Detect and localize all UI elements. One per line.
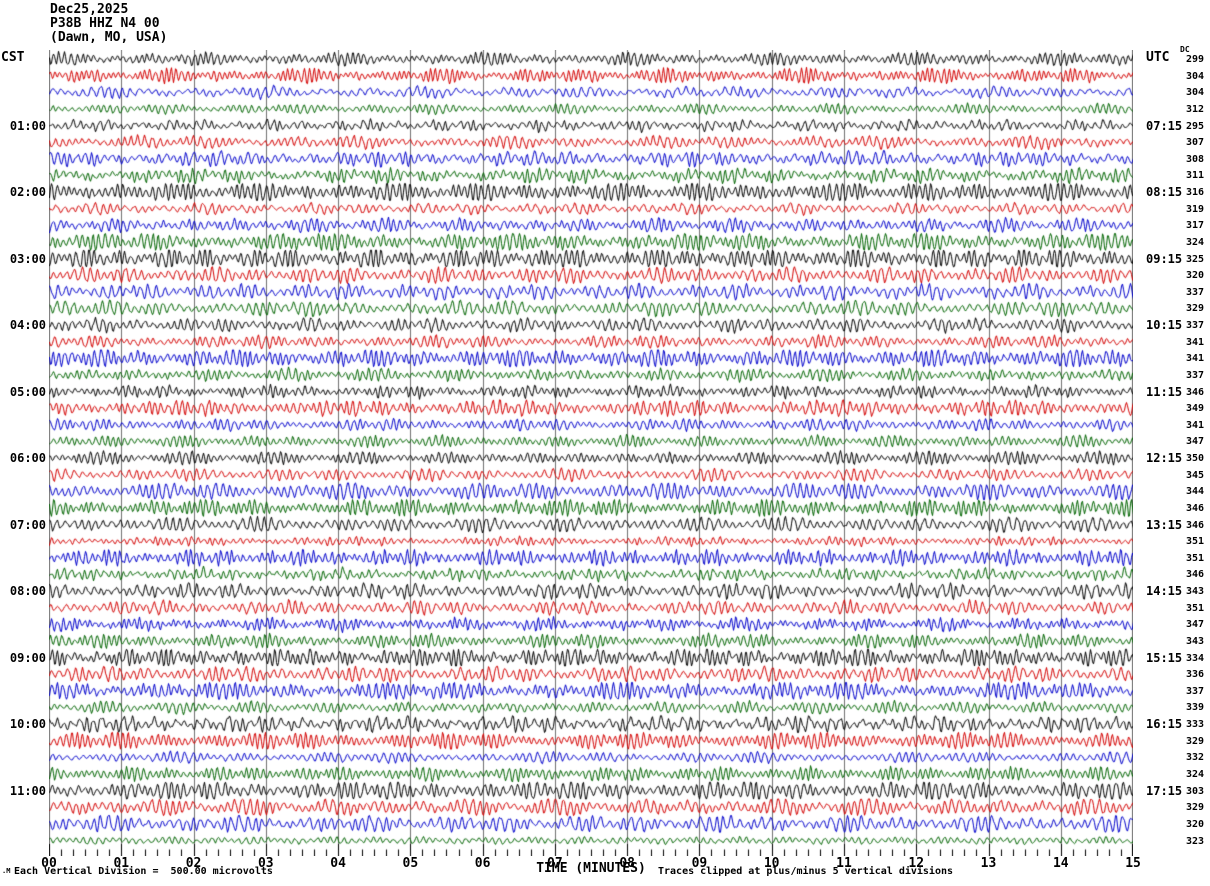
dc-value: 311 — [1186, 170, 1205, 182]
x-tick-label: 12 — [908, 856, 925, 871]
x-tick-label: 15 — [1125, 856, 1141, 871]
x-tick-label: 03 — [257, 856, 274, 871]
dc-value: 316 — [1186, 187, 1205, 199]
x-tick-label: 06 — [474, 856, 491, 871]
right-time-label: 07:15 — [1146, 118, 1183, 133]
dc-value: 307 — [1186, 137, 1205, 149]
dc-value: 329 — [1186, 802, 1205, 814]
right-time-label: 12:15 — [1146, 451, 1183, 466]
dc-value: 341 — [1186, 336, 1205, 348]
dc-value: 337 — [1186, 369, 1205, 381]
dc-value: 320 — [1186, 818, 1205, 830]
x-tick-label: 09 — [691, 856, 708, 871]
dc-value: 320 — [1186, 270, 1205, 282]
dc-value: 304 — [1186, 70, 1205, 82]
dc-value: 351 — [1186, 552, 1205, 564]
dc-value: 303 — [1186, 785, 1205, 797]
x-tick-label: 08 — [619, 856, 635, 871]
right-time-label: 10:15 — [1146, 318, 1183, 333]
dc-value: 325 — [1186, 253, 1205, 265]
right-time-label: 08:15 — [1146, 185, 1183, 200]
x-tick-label: 07 — [547, 856, 563, 871]
x-tick-label: 00 — [41, 856, 57, 871]
x-tick-label: 01 — [113, 856, 130, 871]
dc-value: 345 — [1186, 469, 1205, 481]
time-axis-title: TIME (MINUTES) — [536, 861, 646, 876]
dc-value: 341 — [1186, 419, 1205, 431]
x-tick-label: 04 — [330, 856, 346, 871]
dc-value: 344 — [1186, 486, 1205, 498]
dc-value: 337 — [1186, 685, 1205, 697]
x-tick-label: 05 — [402, 856, 419, 871]
dc-value: 308 — [1186, 153, 1205, 165]
seismogram-canvas — [49, 50, 1133, 856]
left-time-label: 06:00 — [9, 451, 46, 466]
utc-header-label: UTC — [1146, 50, 1170, 65]
corner-mark: .M — [2, 867, 11, 875]
dc-value: 332 — [1186, 752, 1205, 764]
x-tick-label: 10 — [763, 856, 780, 871]
dc-value: 324 — [1186, 769, 1205, 780]
header-date: Dec25,2025 — [50, 2, 129, 17]
header-location: (Dawn, MO, USA) — [50, 30, 168, 45]
cst-header-label: CST — [1, 50, 25, 65]
dc-value: 304 — [1186, 87, 1205, 99]
right-time-label: 17:15 — [1146, 783, 1183, 798]
dc-value: 333 — [1186, 719, 1205, 731]
dc-value: 346 — [1186, 386, 1205, 398]
right-time-label: 09:15 — [1146, 251, 1183, 266]
dc-value: 349 — [1186, 403, 1205, 415]
x-tick-label: 14 — [1052, 856, 1069, 871]
scale-note: Each Vertical Division = 500.00 microvol… — [14, 866, 273, 877]
dc-value: 343 — [1186, 586, 1205, 598]
dc-value: 350 — [1186, 453, 1205, 465]
dc-value: 337 — [1186, 320, 1205, 332]
dc-value: 347 — [1186, 619, 1205, 631]
dc-value: 334 — [1186, 652, 1205, 664]
dc-value: 341 — [1186, 353, 1205, 365]
left-time-label: 10:00 — [9, 717, 46, 732]
left-time-label: 05:00 — [9, 384, 46, 399]
dc-header-label: DC — [1180, 45, 1190, 54]
dc-value: 329 — [1186, 303, 1205, 315]
dc-value: 343 — [1186, 635, 1205, 647]
dc-value: 312 — [1186, 103, 1205, 115]
dc-value: 329 — [1186, 735, 1205, 747]
dc-value: 324 — [1186, 236, 1205, 248]
dc-value: 337 — [1186, 286, 1205, 298]
left-time-label: 08:00 — [9, 584, 46, 599]
left-time-label: 07:00 — [9, 517, 46, 532]
right-time-label: 13:15 — [1146, 517, 1183, 532]
x-tick-label: 13 — [980, 856, 997, 871]
left-time-label: 01:00 — [9, 118, 46, 133]
left-time-label: 03:00 — [9, 251, 46, 266]
dc-value: 351 — [1186, 536, 1205, 548]
dc-value: 346 — [1186, 569, 1205, 581]
dc-value: 336 — [1186, 669, 1205, 681]
header-station: P38B HHZ N4 00 — [50, 16, 160, 31]
right-time-label: 14:15 — [1146, 584, 1183, 599]
clip-note: Traces clipped at plus/minus 5 vertical … — [658, 866, 954, 877]
x-tick-label: 11 — [836, 856, 852, 871]
right-time-label: 15:15 — [1146, 650, 1183, 665]
dc-value: 351 — [1186, 602, 1205, 614]
x-tick-label: 02 — [185, 856, 202, 871]
left-time-label: 09:00 — [9, 650, 46, 665]
left-time-label: 11:00 — [9, 783, 46, 798]
right-time-label: 16:15 — [1146, 717, 1183, 732]
left-time-label: 02:00 — [9, 185, 46, 200]
right-time-label: 11:15 — [1146, 384, 1183, 399]
dc-value: 346 — [1186, 519, 1205, 531]
left-time-label: 04:00 — [9, 318, 46, 333]
dc-value: 346 — [1186, 502, 1205, 514]
dc-value: 339 — [1186, 702, 1205, 714]
dc-value: 319 — [1186, 203, 1205, 215]
dc-value: 323 — [1186, 835, 1205, 847]
dc-value: 299 — [1186, 54, 1205, 65]
dc-value: 295 — [1186, 120, 1205, 132]
dc-value: 347 — [1186, 436, 1205, 448]
dc-value: 317 — [1186, 220, 1205, 232]
